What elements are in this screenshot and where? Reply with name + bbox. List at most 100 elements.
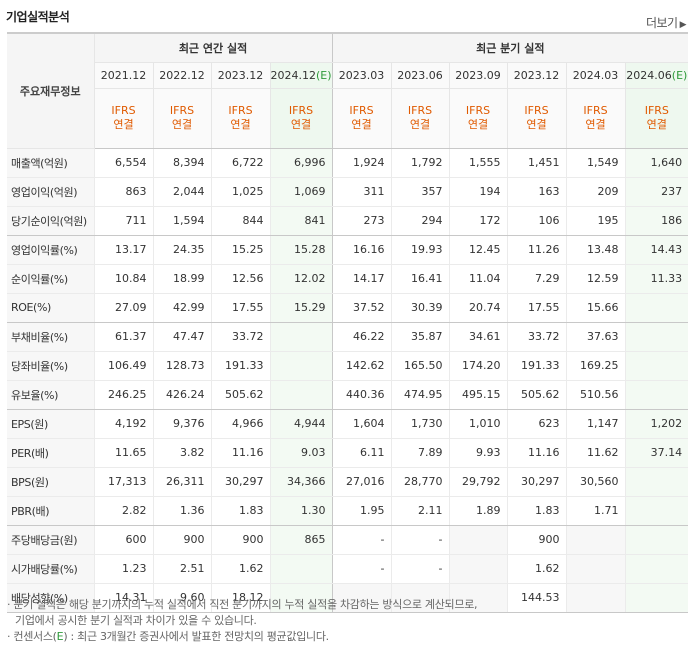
table-cell [269, 380, 333, 410]
table-row: PBR(배) 2.82 1.36 1.83 1.30 1.95 2.11 1.89 1.83 1.… [7, 496, 689, 526]
table-cell: 1.36 [152, 496, 211, 526]
period-header-3: 2024.12(E) [269, 62, 333, 89]
table-cell: 13.48 [565, 235, 626, 265]
table-cell: 4,192 [93, 409, 153, 439]
table-cell: 1.95 [331, 496, 392, 526]
accounting-standard: IFRS [465, 104, 491, 117]
table-cell: 11.62 [565, 438, 626, 468]
footnote-quarterly-cont: 기업에서 공시한 분기 실적과 차이가 있을 수 있습니다. [15, 614, 257, 627]
table-cell: 144.53 [506, 583, 567, 613]
period-header-5: 2023.06 [390, 62, 450, 89]
table-row: 영업이익률(%) 13.17 24.35 15.25 15.28 16.16 19.93 12… [7, 235, 689, 265]
accounting-standard: IFRS [583, 104, 608, 117]
table-cell: 106 [506, 206, 567, 236]
period-header-2: 2023.12 [210, 62, 270, 89]
more-link[interactable]: 더보기 ▶ [646, 14, 687, 31]
table-cell [624, 351, 689, 381]
table-cell: 174.20 [448, 351, 508, 381]
footnote-consensus-e: E [56, 630, 64, 643]
table-cell: 510.56 [565, 380, 626, 410]
standard-header-0: IFRS 연결 [93, 88, 153, 149]
consolidation-type: 연결 [113, 118, 134, 131]
table-cell: 11.33 [624, 264, 689, 294]
table-cell: 1,025 [210, 177, 270, 207]
table-cell [624, 380, 689, 410]
period-label: 2023.12 [513, 68, 560, 82]
standard-header-7: IFRS 연결 [506, 88, 567, 149]
table-cell: 18.12 [210, 583, 270, 613]
row-label[interactable]: ROE(%) [7, 293, 94, 323]
row-label[interactable]: 부채비율(%) [7, 322, 94, 352]
standard-header-5: IFRS 연결 [390, 88, 450, 149]
table-cell: 14.43 [624, 235, 689, 265]
row-label[interactable]: 시가배당률(%) [7, 554, 94, 584]
standard-header-1: IFRS 연결 [152, 88, 211, 149]
table-cell: 209 [565, 177, 626, 207]
table-cell [624, 467, 689, 497]
table-cell: 61.37 [93, 322, 153, 352]
standard-header-9: IFRS 연결 [624, 88, 689, 149]
row-label[interactable]: 배당성향(%) [7, 583, 94, 613]
table-cell: 15.29 [269, 293, 333, 323]
table-cell: 33.72 [506, 322, 567, 352]
table-cell: 195 [565, 206, 626, 236]
table-cell: - [331, 554, 392, 584]
table-cell: 1.83 [506, 496, 567, 526]
row-label[interactable]: 순이익률(%) [7, 264, 94, 294]
period-label: 2024.12 [270, 68, 316, 82]
table-cell: 142.62 [331, 351, 392, 381]
table-cell: 1,555 [448, 148, 508, 178]
table-cell: 1,069 [269, 177, 333, 207]
table-cell: 10.84 [93, 264, 153, 294]
row-label[interactable]: 유보율(%) [7, 380, 94, 410]
period-header-6: 2023.09 [448, 62, 508, 89]
table-cell: 27,016 [331, 467, 392, 497]
table-cell: 30,560 [565, 467, 626, 497]
row-label[interactable]: 주당배당금(원) [7, 525, 94, 555]
row-label[interactable]: EPS(원) [7, 409, 94, 439]
table-cell: 18.99 [152, 264, 211, 294]
accounting-standard: IFRS [407, 104, 433, 117]
table-cell: 12.59 [565, 264, 626, 294]
table-cell: 16.16 [331, 235, 392, 265]
table-cell: 623 [506, 409, 567, 439]
table-cell: 474.95 [390, 380, 450, 410]
table-cell: 37.63 [565, 322, 626, 352]
table-cell: 237 [624, 177, 689, 207]
table-cell: 24.35 [152, 235, 211, 265]
table-cell: 30,297 [506, 467, 567, 497]
row-label[interactable]: BPS(원) [7, 467, 94, 497]
period-label: 2023.03 [338, 68, 385, 82]
header-group-row: 주요재무정보 최근 연간 실적 최근 분기 실적 [7, 32, 689, 149]
table-cell: 9,376 [152, 409, 211, 439]
table-cell: 12.56 [210, 264, 270, 294]
table-cell: 26,311 [152, 467, 211, 497]
table-cell [624, 293, 689, 323]
table-cell: 8,394 [152, 148, 211, 178]
table-cell: 15.66 [565, 293, 626, 323]
row-label[interactable]: 영업이익률(%) [7, 235, 94, 265]
table-cell: 186 [624, 206, 689, 236]
table-cell: 191.33 [210, 351, 270, 381]
table-cell: 11.04 [448, 264, 508, 294]
table-cell [390, 583, 450, 613]
table-row: 당기순이익(억원) 711 1,594 844 841 273 294 172 106 195 18… [7, 206, 689, 236]
table-cell: 165.50 [390, 351, 450, 381]
table-row: 영업이익(억원) 863 2,044 1,025 1,069 311 357 194 163 20… [7, 177, 689, 207]
table-cell: 14.31 [93, 583, 153, 613]
table-cell: 1,604 [331, 409, 392, 439]
row-label[interactable]: PBR(배) [7, 496, 94, 526]
footnote-quarterly: · 분기 실적은 해당 분기까지의 누적 실적에서 직전 분기까지의 누적 실적… [7, 598, 478, 611]
period-label: 2023.12 [217, 68, 264, 82]
consolidation-type: 연결 [585, 118, 606, 131]
row-label[interactable]: 당좌비율(%) [7, 351, 94, 381]
row-label[interactable]: PER(배) [7, 438, 94, 468]
period-header-8: 2024.03 [565, 62, 626, 89]
row-label[interactable]: 영업이익(억원) [7, 177, 94, 207]
row-label[interactable]: 매출액(억원) [7, 148, 94, 178]
row-label[interactable]: 당기순이익(억원) [7, 206, 94, 236]
table-cell: 169.25 [565, 351, 626, 381]
table-cell: 37.14 [624, 438, 689, 468]
period-label: 2022.12 [159, 68, 205, 82]
table-cell [624, 525, 689, 555]
